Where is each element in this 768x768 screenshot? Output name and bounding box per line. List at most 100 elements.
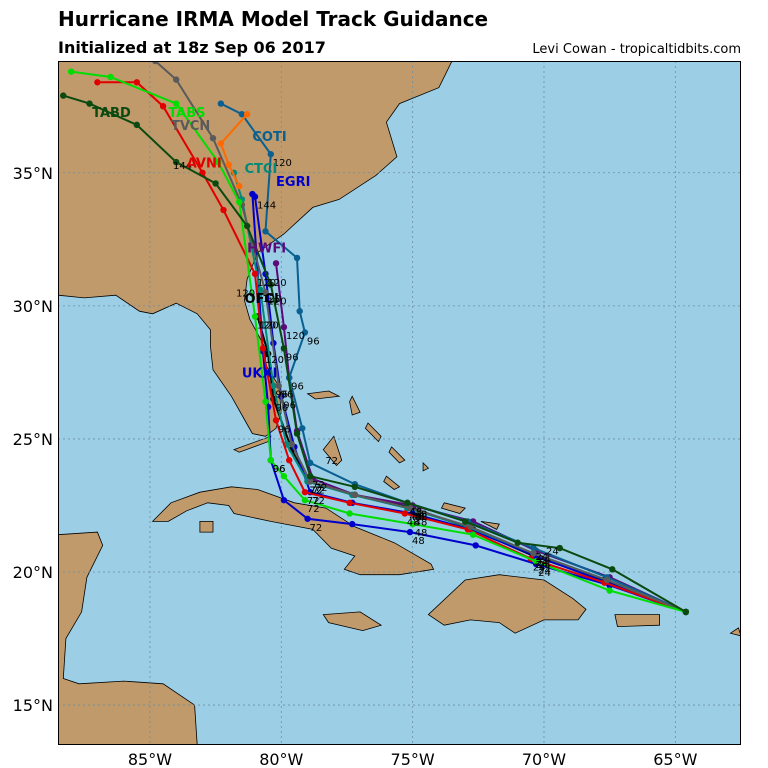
- track-point: [299, 425, 306, 432]
- forecast-hour-label: 48: [409, 512, 422, 523]
- track-point: [409, 520, 416, 528]
- track-point: [267, 281, 274, 288]
- forecast-hour-label: 120: [260, 321, 279, 332]
- track-point: [606, 587, 613, 594]
- landmass: [322, 611, 383, 632]
- track-point: [238, 111, 246, 118]
- forecast-hour-label: 96: [291, 382, 304, 393]
- lon-tick-label: 75°W: [391, 750, 435, 768]
- forecast-hour-label: 24: [538, 560, 551, 571]
- lon-tick-label: 65°W: [653, 750, 697, 768]
- forecast-hour-label: 24: [538, 568, 551, 579]
- forecast-hour-label: 96: [283, 400, 296, 411]
- landmass: [388, 446, 406, 464]
- lat-tick-label: 25°N: [13, 430, 53, 449]
- model-tracks: [60, 61, 690, 616]
- track-point: [530, 550, 537, 557]
- track-point: [288, 441, 295, 448]
- forecast-hour-label: 24: [535, 557, 548, 568]
- landmass: [422, 461, 430, 472]
- model-name-label: TABS: [168, 106, 205, 121]
- landmass: [199, 521, 214, 533]
- landmass: [480, 521, 500, 530]
- lon-tick-label: 70°W: [522, 750, 566, 768]
- lat-tick-label: 30°N: [13, 297, 53, 316]
- landmass: [58, 531, 198, 745]
- track-point: [173, 76, 180, 83]
- model-name-label: HWFI: [247, 242, 286, 257]
- forecast-hour-label: 96: [281, 390, 294, 401]
- forecast-hour-label: 24: [538, 555, 551, 566]
- forecast-hour-label: 24: [538, 565, 551, 576]
- track-point: [243, 111, 251, 118]
- forecast-hour-label: 24: [535, 557, 548, 568]
- forecast-hour-label: 48: [412, 536, 425, 547]
- track-point: [406, 504, 414, 512]
- lat-tick-label: 35°N: [13, 164, 53, 183]
- track-point: [406, 528, 414, 536]
- forecast-hour-label: 96: [278, 424, 291, 435]
- track-point: [306, 478, 314, 485]
- track-point: [267, 457, 274, 464]
- track-point: [301, 496, 309, 504]
- track-point: [94, 79, 101, 86]
- track-point: [262, 398, 269, 405]
- track-point: [209, 134, 217, 142]
- forecast-hour-label: 72: [307, 504, 320, 515]
- track-point: [280, 472, 288, 480]
- init-time: Initialized at 18z Sep 06 2017: [58, 38, 326, 57]
- gridlines: [58, 61, 741, 745]
- track-point: [346, 510, 353, 517]
- track-point: [285, 457, 293, 464]
- track-point: [173, 158, 180, 166]
- track-line: [219, 113, 248, 187]
- track-point: [280, 323, 288, 331]
- track-point: [603, 576, 611, 584]
- track-point: [272, 260, 280, 267]
- forecast-hour-label: 48: [407, 517, 420, 528]
- track-point: [133, 79, 141, 86]
- track-point: [469, 531, 477, 538]
- forecast-hour-label: 48: [415, 517, 428, 528]
- map-frame: [58, 61, 741, 745]
- forecast-hour-label: 48: [415, 528, 428, 539]
- landmass: [322, 435, 343, 467]
- track-point: [217, 140, 225, 147]
- forecast-hour-label: 120: [268, 278, 287, 289]
- map-svg: 2448729612024487296120244872961202448729…: [58, 61, 741, 745]
- track-point: [351, 491, 359, 499]
- track-line: [251, 194, 687, 613]
- model-name-label: CTCI: [245, 162, 278, 177]
- track-line: [154, 61, 687, 613]
- landmass: [306, 390, 341, 400]
- forecast-hour-label: 96: [275, 403, 288, 414]
- track-point: [220, 206, 227, 214]
- track-point: [225, 161, 232, 168]
- track-point: [243, 222, 251, 230]
- forecast-hour-label: 24: [546, 547, 559, 558]
- forecast-hour-label: 120: [236, 289, 255, 300]
- track-point: [251, 193, 259, 200]
- longitude-labels: 85°W 80°W 75°W 70°W 65°W: [128, 750, 698, 768]
- model-name-label: EGRI: [276, 175, 310, 190]
- model-name-label: AVNI: [187, 156, 222, 171]
- landmass: [427, 574, 587, 634]
- landmass: [383, 475, 401, 490]
- track-point: [107, 73, 114, 81]
- landmass: [440, 502, 466, 514]
- track-map: 24 48 72 96 120 24 48 72 96 120 24 48 72 96 120 24 48 72 9…: [58, 61, 741, 745]
- forecast-hour-label: 72: [315, 483, 328, 494]
- forecast-hour-label: 120: [273, 158, 292, 169]
- track-point: [296, 307, 303, 315]
- lon-tick-label: 80°W: [259, 750, 303, 768]
- map-title: Hurricane IRMA Model Track Guidance: [58, 7, 489, 31]
- track-point: [304, 515, 311, 522]
- track-point: [532, 558, 540, 565]
- forecast-hour-label: 24: [533, 563, 546, 574]
- track-point: [301, 329, 309, 336]
- latitude-labels: 15°N 20°N 25°N 30°N 35°N: [13, 164, 53, 715]
- track-point: [236, 198, 243, 206]
- model-name-label: TABD: [92, 106, 131, 121]
- landmass: [614, 614, 660, 628]
